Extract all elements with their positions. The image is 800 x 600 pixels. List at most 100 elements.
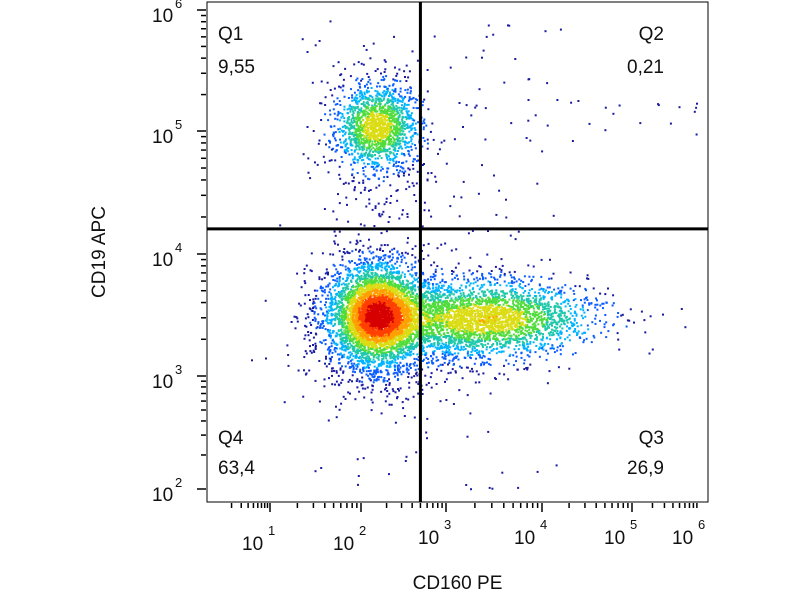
event-dot (353, 268, 356, 271)
event-dot (402, 341, 405, 343)
event-dot (403, 275, 406, 278)
event-dot (358, 287, 360, 290)
event-dot (312, 344, 314, 346)
event-dot (349, 309, 352, 312)
event-dot (375, 277, 378, 280)
event-dot (433, 278, 436, 281)
event-dot (361, 278, 364, 281)
event-dot (439, 290, 442, 293)
event-dot (363, 367, 366, 370)
event-dot (361, 336, 364, 339)
event-dot (293, 315, 296, 318)
event-dot (349, 273, 352, 276)
event-dot (352, 346, 355, 349)
event-dot (394, 299, 397, 302)
event-dot (327, 284, 330, 287)
event-dot (348, 294, 351, 297)
event-dot (375, 296, 378, 299)
event-dot (381, 310, 384, 313)
event-dot (383, 244, 386, 246)
event-dot (402, 351, 405, 354)
event-dot (343, 314, 346, 317)
event-dot (321, 322, 324, 325)
event-dot (328, 305, 331, 308)
event-dot (356, 241, 359, 244)
event-dot (390, 346, 393, 349)
event-dot (362, 366, 365, 369)
event-dot (388, 320, 390, 323)
event-dot (338, 273, 340, 276)
event-dot (379, 291, 382, 294)
event-dot (394, 361, 397, 364)
event-dot (346, 327, 349, 330)
event-dot (385, 341, 388, 344)
event-dot (586, 274, 589, 277)
event-dot (405, 320, 408, 323)
event-dot (410, 263, 413, 266)
event-dot (319, 287, 322, 290)
event-dot (395, 331, 398, 334)
event-dot (326, 348, 329, 351)
event-dot (430, 215, 433, 218)
event-dot (527, 304, 530, 307)
event-dot (348, 301, 351, 304)
event-dot (370, 269, 373, 271)
event-dot (390, 264, 393, 267)
event-dot (417, 277, 420, 279)
event-dot (303, 302, 306, 305)
event-dot (379, 274, 382, 277)
event-dot (314, 346, 317, 349)
event-dot (352, 294, 355, 297)
event-dot (386, 354, 389, 356)
event-dot (343, 290, 345, 292)
event-dot (372, 318, 375, 321)
event-dot (450, 334, 453, 337)
event-dot (362, 327, 365, 330)
event-dot (430, 264, 433, 267)
event-dot (328, 291, 331, 294)
event-dot (361, 344, 364, 347)
event-dot (368, 363, 371, 366)
event-dot (361, 387, 364, 390)
event-dot (351, 277, 354, 279)
event-dot (390, 329, 393, 332)
event-dot (396, 313, 399, 316)
event-dot (317, 313, 320, 316)
event-dot (399, 351, 401, 354)
event-dot (384, 353, 387, 355)
event-dot (366, 352, 369, 355)
event-dot (409, 351, 411, 354)
event-dot (351, 296, 354, 299)
event-dot (409, 326, 412, 329)
event-dot (333, 298, 336, 300)
event-dot (374, 290, 377, 293)
event-dot (356, 267, 359, 269)
event-dot (349, 322, 351, 325)
event-dot (348, 252, 351, 255)
event-dot (359, 337, 361, 339)
event-dot (366, 328, 369, 331)
event-dot (326, 294, 329, 297)
event-dot (374, 354, 377, 356)
event-dot (410, 346, 413, 349)
event-dot (378, 317, 381, 320)
event-dot (432, 323, 435, 325)
event-dot (391, 352, 394, 355)
event-dot (355, 355, 358, 358)
event-dot (354, 316, 357, 319)
event-dot (344, 316, 347, 318)
event-dot (343, 252, 346, 255)
event-dot (388, 265, 390, 268)
event-dot (299, 304, 302, 307)
event-dot (361, 348, 364, 350)
event-dot (326, 317, 329, 320)
event-dot (360, 329, 363, 332)
event-dot (371, 318, 373, 321)
event-dot (307, 334, 310, 337)
event-dot (369, 331, 372, 334)
event-dot (374, 301, 377, 304)
event-dot (363, 290, 366, 293)
event-dot (365, 349, 368, 352)
event-dot (400, 329, 402, 332)
event-dot (379, 320, 382, 323)
